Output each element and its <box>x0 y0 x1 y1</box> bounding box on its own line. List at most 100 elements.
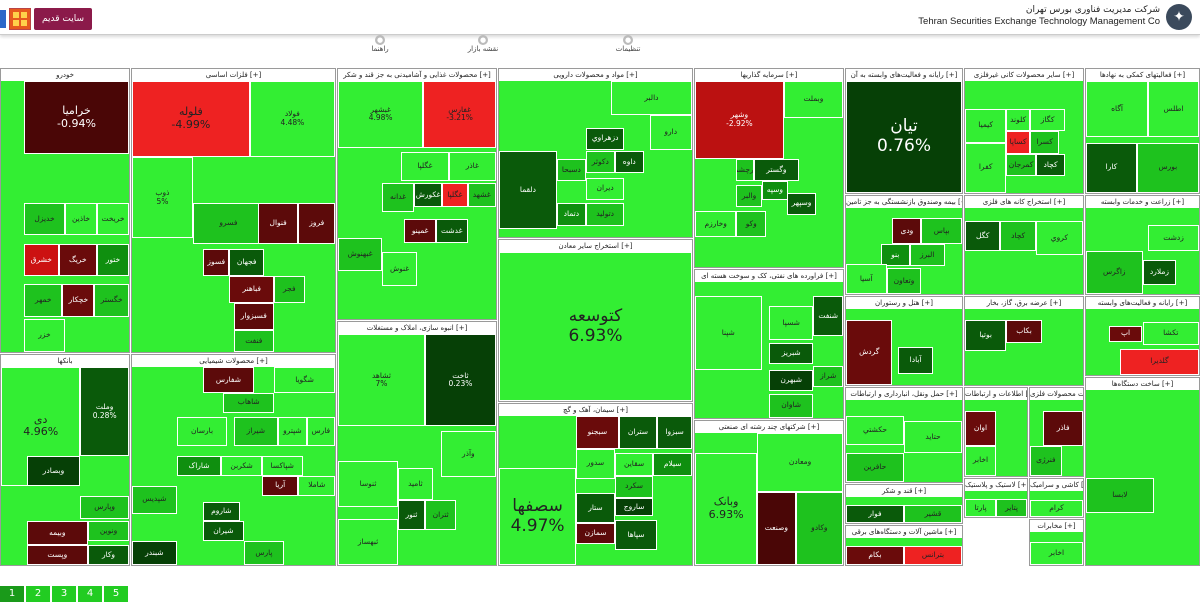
stock-cell[interactable]: تكشا <box>1142 322 1199 346</box>
stock-cell[interactable]: دزهراوي <box>585 127 625 150</box>
stock-cell[interactable]: شيران <box>203 521 244 542</box>
stock-cell[interactable]: كچاد <box>1035 153 1066 177</box>
stock-cell[interactable]: كتوسعه 6.93% <box>499 252 692 401</box>
stock-cell[interactable]: آبادا <box>898 347 933 374</box>
stock-cell[interactable]: وشهر -2.92% <box>695 81 784 160</box>
sector-title[interactable]: سرمایه گذاریها [+] <box>695 69 843 81</box>
stock-cell[interactable]: سدور <box>576 448 615 479</box>
sector-title[interactable]: رایانه و فعالیت‌های وابسته [+] <box>1086 297 1199 309</box>
stock-cell[interactable]: خراميا -0.94% <box>24 81 129 155</box>
stock-cell[interactable]: حكشتي <box>846 416 904 446</box>
stock-cell[interactable]: فسوز <box>203 249 230 277</box>
stock-cell[interactable]: غدانه <box>382 183 414 212</box>
stock-cell[interactable]: خگستر <box>94 284 129 317</box>
stock-cell[interactable]: ثامید <box>398 467 433 501</box>
sector-s29[interactable]: ماشین آلات و دستگاه‌های برقی [+] بكام بترا… <box>845 525 963 566</box>
stock-cell[interactable]: فباهنر <box>229 276 275 304</box>
sector-title[interactable]: محصولات شیمیایی [+] <box>132 355 335 367</box>
stock-cell[interactable]: غمينو <box>404 219 436 243</box>
stock-cell[interactable]: بارسان <box>176 416 228 447</box>
sector-s12[interactable]: انبوه سازی، املاک و مستغلات [+] ثنوسا ثشاه… <box>337 321 497 566</box>
sector-title[interactable]: رایانه و فعالیت‌های وابسته به آن [+] <box>846 69 962 81</box>
stock-cell[interactable]: خريخت <box>97 202 129 236</box>
stock-cell[interactable]: سصفها 4.97% <box>499 468 577 565</box>
stock-cell[interactable]: غاذر <box>448 152 496 181</box>
stock-cell[interactable]: گردش <box>846 320 893 385</box>
stock-cell[interactable]: شگويا <box>274 367 335 393</box>
stock-cell[interactable]: تیان 0.76% <box>846 81 962 193</box>
sector-title[interactable]: بانکها <box>1 355 129 367</box>
sector-title[interactable]: سیمان، آهک و گچ [+] <box>499 404 692 416</box>
sector-title[interactable]: ساخت محصولات فلزی [+] <box>1030 388 1083 400</box>
stock-cell[interactable]: ثنوسا <box>338 461 399 508</box>
stock-cell[interactable]: كسرا <box>1029 131 1060 154</box>
stock-cell[interactable]: فلوله -4.99% <box>132 81 250 157</box>
stock-cell[interactable]: سكرد <box>614 475 654 498</box>
stock-cell[interactable]: شپاكسا <box>261 456 303 476</box>
stock-cell[interactable]: بكاب <box>1006 320 1042 344</box>
stock-cell[interactable]: غفارس -3.21% <box>423 81 496 148</box>
stock-cell[interactable]: سمازن <box>576 523 615 545</box>
stock-cell[interactable]: وصنعت <box>757 492 796 565</box>
stock-cell[interactable]: کیمیا <box>965 109 1007 143</box>
stock-cell[interactable]: حافرين <box>846 453 904 482</box>
stock-cell[interactable]: بورس <box>1136 142 1199 193</box>
stock-cell[interactable]: بترانس <box>904 546 962 565</box>
stock-cell[interactable]: پارتا <box>965 498 996 517</box>
stock-cell[interactable]: غنوش <box>382 252 417 286</box>
stock-cell[interactable]: سپاها <box>614 520 658 551</box>
stock-cell[interactable]: شبندر <box>132 541 177 565</box>
stock-cell[interactable]: غكورش <box>413 183 443 208</box>
stock-cell[interactable]: پارس <box>243 541 285 565</box>
sector-s20[interactable]: هتل و رستوران [+] گردش آبادا <box>845 296 963 386</box>
sector-title[interactable]: قند و شکر [+] <box>846 485 962 497</box>
stock-cell[interactable]: اخابر <box>965 445 996 476</box>
stock-cell[interactable]: دتوليد <box>585 202 625 227</box>
left-edge-tab[interactable] <box>0 10 6 28</box>
stock-cell[interactable]: والبر <box>736 185 762 208</box>
sector-title[interactable]: مواد و محصولات دارویی [+] <box>499 69 692 81</box>
stock-cell[interactable]: البرز <box>909 244 945 266</box>
stock-cell[interactable]: وكار <box>88 545 129 565</box>
page-button-2[interactable]: 2 <box>26 586 50 602</box>
stock-cell[interactable]: اپ <box>1108 325 1143 342</box>
sector-title[interactable]: سایر محصولات کانی غیرفلزی [+] <box>965 69 1083 81</box>
sector-s30[interactable]: مخابرات [+] اخابر <box>1029 519 1084 566</box>
sector-title[interactable]: کاشی و سرامیک [+] <box>1030 479 1083 491</box>
stock-cell[interactable]: اوان <box>965 411 996 446</box>
stock-cell[interactable]: قشير <box>904 504 962 523</box>
sector-s14[interactable]: سیمان، آهک و گچ [+] سصفها 4.97% سبجنو ستران س… <box>498 403 693 566</box>
stock-cell[interactable]: خشرق <box>24 243 59 277</box>
stock-cell[interactable]: وبصادر <box>26 456 81 486</box>
stock-cell[interactable]: غشهد <box>467 183 496 208</box>
stock-cell[interactable]: كمرجان <box>1006 153 1036 177</box>
stock-cell[interactable]: فجر <box>274 276 305 304</box>
sector-s17[interactable]: بیمه وصندوق بازنشستگی به جز تامین [+] بپا… <box>845 195 963 295</box>
sector-s3[interactable]: محصولات غذایی و آشامیدنی به جز قند و شکر… <box>337 68 497 320</box>
sector-s15[interactable]: فراورده های نفتی، کک و سوخت هسته ای [+] ش… <box>694 269 844 419</box>
stock-cell[interactable]: اخابر <box>1030 541 1083 565</box>
stock-cell[interactable]: كگاز <box>1029 109 1066 132</box>
stock-cell[interactable]: وسپه <box>761 181 789 201</box>
sector-s26[interactable]: لاستیک و پلاستیک [+] پارتا پتاير <box>964 478 1028 518</box>
stock-cell[interactable]: غبشهر 4.98% <box>338 81 424 148</box>
menu-help[interactable]: ● راهنما <box>345 34 415 56</box>
stock-cell[interactable]: شپنا <box>695 295 762 371</box>
stock-cell[interactable]: فسرو <box>192 202 264 244</box>
stock-cell[interactable]: بوتيا <box>965 320 1007 351</box>
stock-cell[interactable]: سبجنو <box>576 416 619 449</box>
stock-cell[interactable]: شكربن <box>221 456 262 476</box>
stock-cell[interactable]: وپست <box>26 545 89 565</box>
sector-s10[interactable]: بانکها دی 4.96% وملت 0.28% وپارس وبصادر وبيمه ون… <box>0 354 130 566</box>
old-site-button[interactable]: سایت قدیم <box>34 8 92 30</box>
sector-title[interactable]: فعالیتهای کمکی به نهادها [+] <box>1086 69 1199 81</box>
stock-cell[interactable]: فنوال <box>257 202 299 244</box>
stock-cell[interactable]: دارو <box>649 115 692 150</box>
sector-s18[interactable]: استخراج کانه های فلزی [+] كگل كچاد كروي <box>964 195 1084 295</box>
sector-title[interactable]: فراورده های نفتی، کک و سوخت هسته ای [+] <box>695 270 843 282</box>
stock-cell[interactable]: آگاه <box>1086 81 1149 137</box>
stock-cell[interactable]: وسپهر <box>786 192 817 215</box>
stock-cell[interactable]: شپدیس <box>132 485 177 514</box>
stock-cell[interactable]: ثاخت 0.23% <box>424 334 496 427</box>
stock-cell[interactable]: وآذر <box>440 431 496 478</box>
